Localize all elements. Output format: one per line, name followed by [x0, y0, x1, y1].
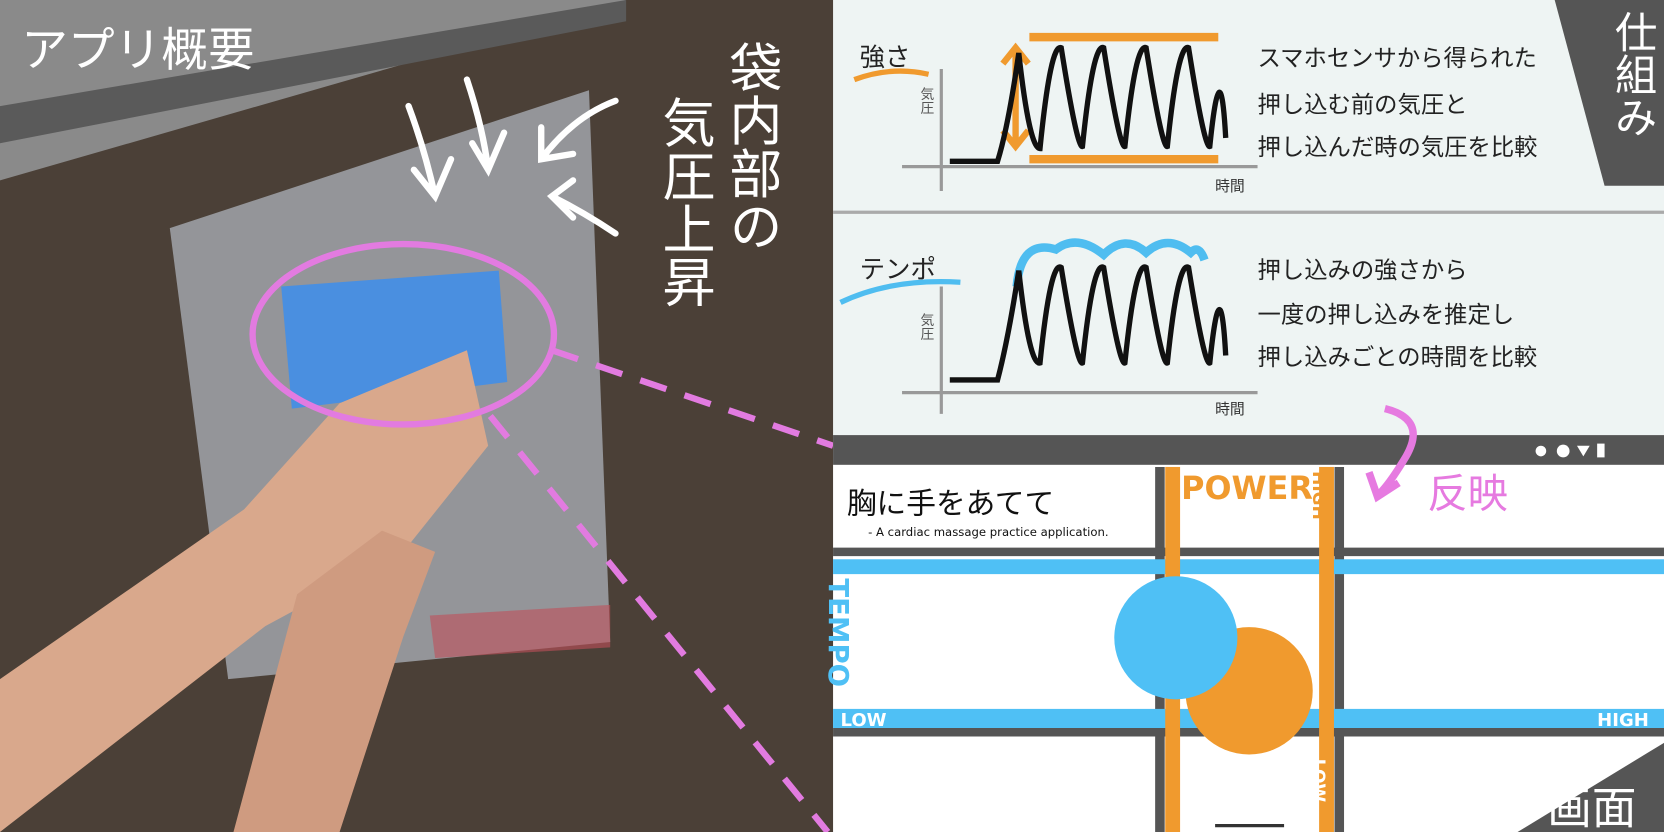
waveform — [949, 264, 1229, 383]
dashed-line — [487, 413, 831, 832]
reflect-arrow — [1365, 404, 1417, 503]
hand — [0, 350, 489, 832]
power-high: HIGH — [1308, 471, 1328, 520]
axis-label: 時間 — [1215, 400, 1245, 418]
axis-label: 気圧 — [917, 87, 934, 115]
status-bar — [833, 435, 1664, 465]
arm — [233, 530, 436, 832]
power-band — [1319, 466, 1334, 832]
app-title: 胸に手をあてて — [847, 487, 1054, 522]
description: 押し込む前の気圧と — [1258, 90, 1468, 118]
power-low: LOW — [1308, 759, 1328, 803]
power-label: POWER — [1181, 469, 1313, 507]
caption: 袋内部の — [720, 40, 782, 252]
waveform — [949, 45, 1229, 164]
description: 押し込みの強さから — [1258, 256, 1468, 284]
app-subtitle: - A cardiac massage practice application… — [868, 525, 1109, 539]
tempo-high: HIGH — [1597, 710, 1649, 731]
axis-label: 気圧 — [917, 313, 934, 341]
panel-title: テンポ — [860, 255, 936, 285]
reflect-label: 反映 — [1427, 470, 1508, 517]
title-stripe — [0, 0, 627, 144]
description: 一度の押し込みを推定し — [1258, 301, 1515, 329]
corner-band — [1554, 0, 1664, 186]
status-icons — [1535, 443, 1605, 458]
description: 押し込んだ時の気圧を比較 — [1258, 133, 1538, 161]
screen-label: 画面 — [1547, 783, 1636, 832]
tempo-arcs — [1012, 238, 1209, 287]
description: スマホセンサから得られた — [1258, 44, 1537, 72]
tempo-low: LOW — [840, 710, 886, 731]
highlight-ellipse — [249, 240, 558, 428]
axis-label: 時間 — [1215, 177, 1245, 195]
underline — [853, 68, 930, 83]
panel-title: 強さ — [860, 43, 911, 73]
underline — [839, 279, 961, 305]
dashed-line — [550, 347, 835, 449]
description: 押し込みごとの時間を比較 — [1258, 343, 1538, 371]
caption: 気圧上昇 — [653, 96, 715, 308]
section-title: アプリ概要 — [21, 24, 254, 78]
tempo-label: TEMPO — [822, 578, 855, 687]
mechanism-label: 仕組み — [1608, 11, 1657, 138]
mechanism-panel — [833, 0, 1664, 436]
pressure-arrows — [405, 76, 619, 237]
tempo-band — [833, 559, 1664, 575]
tempo-indicator — [1114, 576, 1238, 700]
bag-zipper — [429, 604, 611, 658]
